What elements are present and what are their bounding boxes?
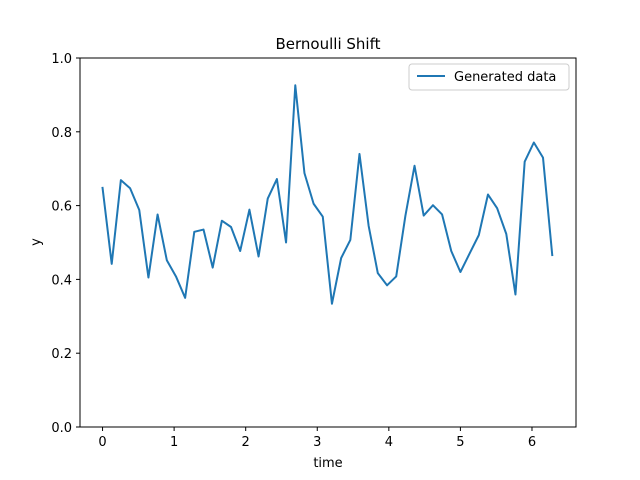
x-tick-label: 3 [313, 435, 321, 450]
x-tick-label: 2 [242, 435, 250, 450]
x-axis-label: time [313, 456, 342, 471]
x-tick-label: 5 [456, 435, 464, 450]
y-tick-label: 1.0 [51, 52, 72, 67]
y-axis-ticks: 0.0 0.2 0.4 0.6 0.8 1.0 [51, 52, 80, 436]
x-tick-label: 6 [528, 435, 536, 450]
y-tick-label: 0.4 [51, 273, 72, 288]
y-tick-label: 0.8 [51, 126, 72, 141]
series-line-generated-data [101, 84, 554, 305]
x-axis-ticks: 0 1 2 3 4 5 6 [98, 427, 536, 450]
plot-area-frame [79, 57, 577, 428]
series-layer [101, 84, 554, 305]
chart-title: Bernoulli Shift [276, 35, 381, 53]
y-tick-label: 0.6 [51, 200, 72, 215]
x-tick-label: 4 [385, 435, 393, 450]
y-axis-label: y [29, 238, 44, 246]
legend-box [408, 63, 570, 91]
x-tick-label: 1 [170, 435, 178, 450]
x-tick-label: 0 [98, 435, 106, 450]
legend: Generated data [408, 63, 570, 91]
y-tick-label: 0.2 [51, 347, 72, 362]
legend-series-label: Generated data [454, 70, 556, 85]
y-tick-label: 0.0 [51, 421, 72, 436]
